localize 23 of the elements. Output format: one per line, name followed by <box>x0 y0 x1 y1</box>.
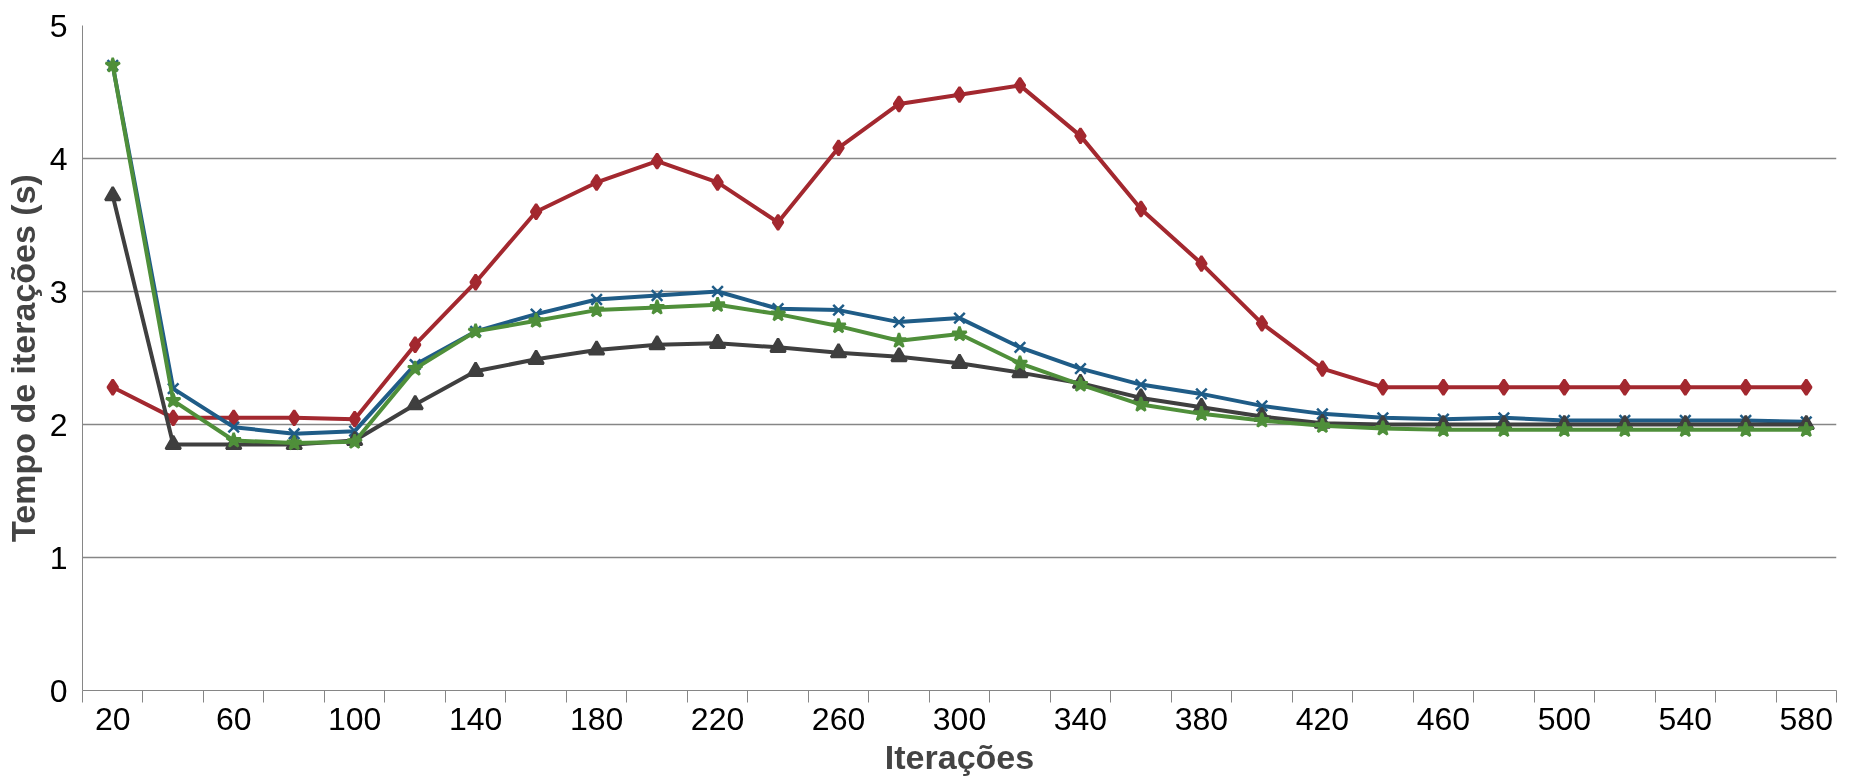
y-tick-label: 4 <box>49 140 68 177</box>
x-tick-label: 500 <box>1537 700 1592 737</box>
x-tick-label: 340 <box>1053 700 1108 737</box>
x-tick-label: 580 <box>1779 700 1833 737</box>
x-tick-label: 300 <box>932 700 987 737</box>
y-tick-label: 3 <box>49 273 68 310</box>
y-axis-title: Tempo de iterações (s) <box>3 174 42 542</box>
x-tick-label: 260 <box>811 700 866 737</box>
y-tick-label: 1 <box>49 539 68 576</box>
x-tick-label: 540 <box>1658 700 1712 737</box>
x-axis-title: Iterações <box>884 737 1035 776</box>
x-tick-label: 380 <box>1174 700 1229 737</box>
x-tick-label: 60 <box>215 700 252 737</box>
x-tick-label: 220 <box>690 700 745 737</box>
x-tick-label: 460 <box>1416 700 1471 737</box>
y-tick-label: 2 <box>49 406 68 443</box>
x-tick-label: 100 <box>327 700 382 737</box>
x-tick-label: 140 <box>448 700 503 737</box>
y-tick-label: 5 <box>49 7 68 44</box>
y-tick-label: 0 <box>49 672 68 709</box>
x-tick-label: 420 <box>1295 700 1350 737</box>
x-tick-label: 180 <box>569 700 624 737</box>
x-tick-label: 20 <box>94 700 131 737</box>
